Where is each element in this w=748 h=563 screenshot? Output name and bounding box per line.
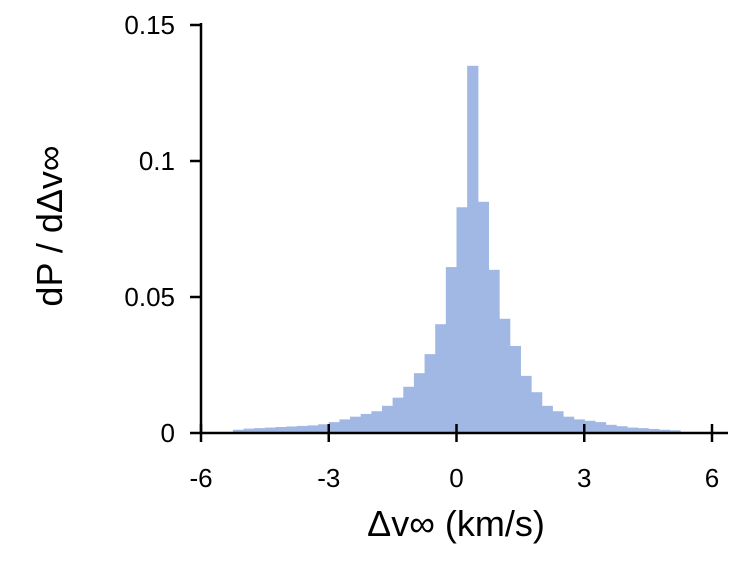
histogram-bar <box>552 411 564 433</box>
histogram-bar <box>562 416 575 433</box>
x-tick-label: -3 <box>317 463 340 493</box>
histogram-bar <box>254 428 266 433</box>
y-tick-labels: 0 0.05 0.1 0.15 <box>124 10 175 448</box>
histogram-bar <box>520 375 532 433</box>
histogram-bar <box>616 426 628 433</box>
x-tick-label: 3 <box>577 463 591 493</box>
histogram-bar <box>445 267 458 433</box>
histogram-bar <box>413 373 426 433</box>
x-tick-label: -6 <box>189 463 212 493</box>
histogram-bar <box>541 405 553 433</box>
x-tick-label: 6 <box>705 463 719 493</box>
x-tick-labels: -6 -3 0 3 6 <box>189 463 719 493</box>
histogram-bars <box>232 65 681 434</box>
y-tick-label: 0.15 <box>124 10 175 40</box>
x-tick-label: 0 <box>449 463 463 493</box>
histogram-bar <box>669 430 681 433</box>
histogram-bar <box>232 429 245 433</box>
histogram-bar <box>573 419 585 433</box>
histogram-bar <box>339 419 351 433</box>
y-tick-label: 0.1 <box>139 146 175 176</box>
y-axis-label: dP / dΔv∞ <box>29 145 70 306</box>
histogram-bar <box>328 422 340 433</box>
y-tick-label: 0.05 <box>124 282 175 312</box>
histogram-bar <box>243 428 255 433</box>
histogram-bar <box>264 427 277 433</box>
histogram-bar <box>360 413 372 433</box>
histogram-bar <box>350 416 362 433</box>
histogram-bar <box>403 386 415 433</box>
x-axis-label: Δv∞ (km/s) <box>367 503 545 544</box>
histogram-bar <box>381 405 394 433</box>
histogram-bar <box>658 429 671 433</box>
histogram-bar <box>275 427 287 433</box>
histogram-bar <box>435 324 447 433</box>
histogram-bar <box>307 425 319 433</box>
histogram-bar <box>637 428 649 433</box>
histogram-bar <box>605 424 617 433</box>
histogram-bar <box>424 354 436 433</box>
axes <box>190 23 728 442</box>
histogram-bar <box>584 420 596 433</box>
histogram-bar <box>531 392 543 433</box>
histogram-bar <box>286 426 298 433</box>
histogram-bar <box>477 201 490 433</box>
histogram-bar <box>499 318 511 433</box>
histogram-bar <box>626 427 639 433</box>
histogram-bar <box>371 411 383 433</box>
histogram-bar <box>467 65 479 434</box>
histogram-bar <box>509 345 521 433</box>
y-tick-label: 0 <box>161 418 175 448</box>
histogram-bar <box>594 422 607 433</box>
histogram-bar <box>488 269 500 433</box>
histogram-bar <box>648 428 660 433</box>
histogram-bar <box>456 207 468 433</box>
histogram-bar <box>296 425 309 433</box>
histogram-bar <box>392 397 404 433</box>
histogram-bar <box>318 424 330 433</box>
